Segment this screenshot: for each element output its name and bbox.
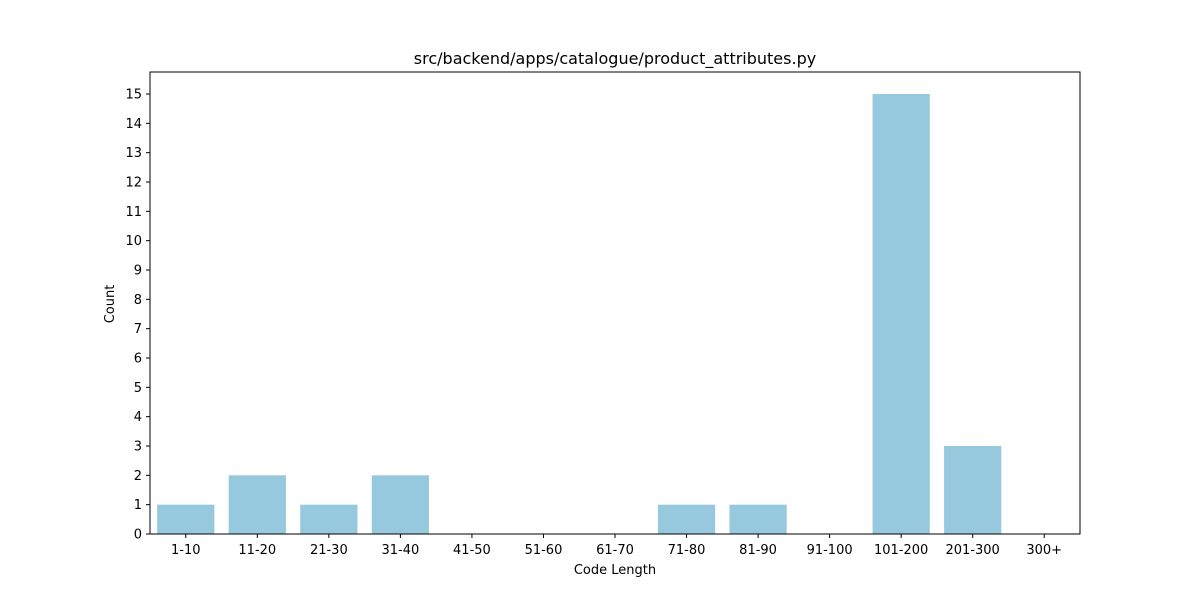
y-tick-label: 12 [125,176,142,191]
y-tick-label: 7 [134,322,142,337]
chart-title: src/backend/apps/catalogue/product_attri… [414,49,816,69]
x-tick-label: 201-300 [946,543,1000,558]
x-axis-label: Code Length [574,563,656,578]
bar-21-30 [300,504,358,534]
bar-31-40 [371,475,429,534]
x-tick-label: 300+ [1026,543,1062,558]
y-tick-label: 10 [125,234,142,249]
y-tick-label: 8 [134,293,142,308]
x-tick-label: 81-90 [739,543,777,558]
plot-frame [149,71,1081,535]
x-tick-label: 41-50 [453,543,491,558]
x-axis: 1-10 11-20 21-30 31-40 41-50 51-60 61-70 71-80 8… [171,534,1062,558]
y-tick-label: 2 [134,469,142,484]
x-tick-label: 31-40 [381,543,419,558]
y-tick-label: 3 [134,440,142,455]
y-tick-label: 6 [134,352,142,367]
y-tick-label: 5 [134,381,142,396]
x-tick-label: 91-100 [807,543,853,558]
bar-71-80 [657,504,716,534]
x-tick-label: 61-70 [596,543,634,558]
x-tick-label: 71-80 [668,543,706,558]
x-tick-label: 21-30 [310,543,348,558]
x-tick-label: 11-20 [238,543,276,558]
y-tick-label: 1 [134,498,142,513]
x-tick-label: 51-60 [525,543,563,558]
y-tick-label: 0 [134,528,142,543]
bar-81-90 [729,504,787,534]
x-tick-label: 101-200 [874,543,928,558]
y-tick-label: 4 [134,410,142,425]
y-tick-label: 13 [125,146,142,161]
y-tick-label: 14 [125,117,142,132]
bar-101-200 [872,94,930,534]
y-tick-label: 11 [125,205,142,220]
y-tick-label: 15 [125,88,142,103]
bar-201-300 [944,446,1002,534]
bar-11-20 [228,475,286,534]
y-axis-label: Count [103,285,118,324]
bar-1-10 [157,504,215,534]
bars-group [157,94,1002,534]
y-tick-label: 9 [134,264,142,279]
x-tick-label: 1-10 [171,543,201,558]
